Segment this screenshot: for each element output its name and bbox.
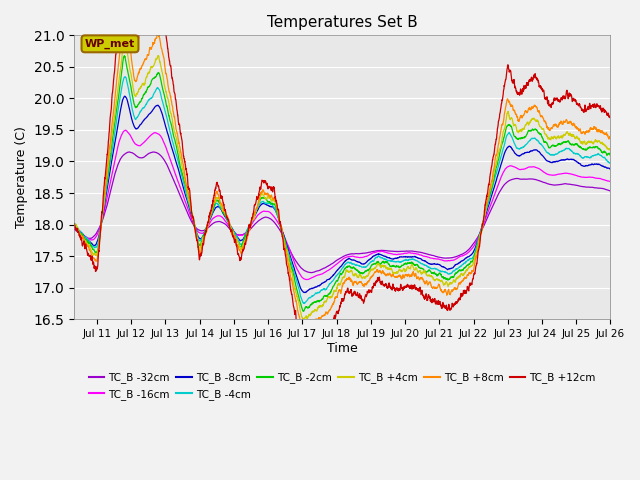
TC_B -32cm xyxy=(552,182,560,188)
TC_B -32cm xyxy=(157,153,164,159)
Line: TC_B -4cm: TC_B -4cm xyxy=(63,77,628,303)
TC_B -32cm xyxy=(59,221,67,227)
Y-axis label: Temperature (C): Temperature (C) xyxy=(15,126,28,228)
TC_B -16cm xyxy=(613,181,621,187)
Legend: TC_B -32cm, TC_B -16cm, TC_B -8cm, TC_B -4cm, TC_B -2cm, TC_B +4cm, TC_B +8cm, T: TC_B -32cm, TC_B -16cm, TC_B -8cm, TC_B … xyxy=(84,368,600,404)
TC_B +12cm xyxy=(157,0,164,6)
Line: TC_B -32cm: TC_B -32cm xyxy=(63,152,628,273)
Line: TC_B +4cm: TC_B +4cm xyxy=(63,39,628,320)
TC_B -8cm xyxy=(276,218,284,224)
TC_B -4cm xyxy=(624,170,632,176)
TC_B -16cm xyxy=(122,127,129,133)
TC_B +4cm xyxy=(552,135,560,141)
TC_B +8cm xyxy=(121,10,129,15)
TC_B -16cm xyxy=(157,133,164,139)
TC_B -32cm xyxy=(624,188,632,194)
TC_B +12cm xyxy=(624,130,632,135)
TC_B -2cm xyxy=(120,53,128,59)
TC_B -4cm xyxy=(124,81,131,86)
TC_B +4cm xyxy=(300,316,308,322)
TC_B -16cm xyxy=(624,184,632,190)
TC_B +8cm xyxy=(613,139,621,144)
TC_B -32cm xyxy=(308,270,316,276)
TC_B +12cm xyxy=(613,119,621,125)
TC_B -2cm xyxy=(59,204,67,210)
TC_B +8cm xyxy=(124,27,131,33)
TC_B -4cm xyxy=(157,92,164,97)
TC_B -8cm xyxy=(300,290,308,296)
TC_B -32cm xyxy=(300,267,308,273)
TC_B -4cm xyxy=(300,300,308,306)
TC_B +4cm xyxy=(624,157,632,163)
TC_B -2cm xyxy=(276,219,284,225)
TC_B -32cm xyxy=(613,190,621,195)
TC_B -2cm xyxy=(157,77,164,83)
TC_B -2cm xyxy=(552,143,560,149)
TC_B -2cm xyxy=(624,165,632,171)
Line: TC_B -2cm: TC_B -2cm xyxy=(63,56,628,312)
TC_B -2cm xyxy=(300,309,307,314)
TC_B +8cm xyxy=(300,328,308,334)
TC_B -16cm xyxy=(300,276,308,282)
TC_B +4cm xyxy=(124,49,131,55)
TC_B +8cm xyxy=(276,216,284,222)
TC_B +4cm xyxy=(59,203,67,209)
TC_B +4cm xyxy=(121,36,129,42)
Title: Temperatures Set B: Temperatures Set B xyxy=(267,15,418,30)
TC_B -32cm xyxy=(125,149,133,155)
TC_B +4cm xyxy=(613,151,621,156)
TC_B -16cm xyxy=(124,129,131,134)
TC_B +8cm xyxy=(624,149,632,155)
TC_B -16cm xyxy=(303,276,311,282)
TC_B -32cm xyxy=(276,227,284,232)
TC_B +8cm xyxy=(552,121,560,127)
Line: TC_B +8cm: TC_B +8cm xyxy=(63,12,628,333)
TC_B -2cm xyxy=(124,66,131,72)
TC_B +8cm xyxy=(300,330,307,336)
TC_B +4cm xyxy=(276,219,284,225)
TC_B -4cm xyxy=(276,220,284,226)
TC_B -4cm xyxy=(300,300,307,306)
TC_B -4cm xyxy=(59,204,67,210)
TC_B +12cm xyxy=(552,97,560,103)
TC_B -8cm xyxy=(552,159,560,165)
TC_B +12cm xyxy=(300,353,308,359)
TC_B -8cm xyxy=(157,107,164,113)
TC_B -4cm xyxy=(613,162,621,168)
TC_B +12cm xyxy=(59,202,67,208)
Line: TC_B -16cm: TC_B -16cm xyxy=(63,130,628,279)
TC_B -8cm xyxy=(624,175,632,181)
X-axis label: Time: Time xyxy=(327,342,358,355)
Text: WP_met: WP_met xyxy=(85,39,135,49)
TC_B -16cm xyxy=(276,222,284,228)
TC_B +4cm xyxy=(299,317,307,323)
TC_B +12cm xyxy=(303,355,310,361)
Line: TC_B +12cm: TC_B +12cm xyxy=(63,0,628,358)
TC_B +12cm xyxy=(276,219,284,225)
TC_B -16cm xyxy=(552,172,560,178)
TC_B -2cm xyxy=(613,156,621,161)
TC_B +8cm xyxy=(59,208,67,214)
TC_B -8cm xyxy=(613,169,621,175)
TC_B -8cm xyxy=(300,289,308,295)
TC_B -8cm xyxy=(59,209,67,215)
TC_B -32cm xyxy=(124,150,131,156)
TC_B -4cm xyxy=(552,152,560,157)
TC_B -8cm xyxy=(121,93,129,99)
Line: TC_B -8cm: TC_B -8cm xyxy=(63,96,628,293)
TC_B -4cm xyxy=(121,74,129,80)
TC_B +8cm xyxy=(157,43,164,48)
TC_B -2cm xyxy=(300,308,308,313)
TC_B -16cm xyxy=(59,215,67,221)
TC_B -8cm xyxy=(124,97,131,103)
TC_B +4cm xyxy=(157,64,164,70)
